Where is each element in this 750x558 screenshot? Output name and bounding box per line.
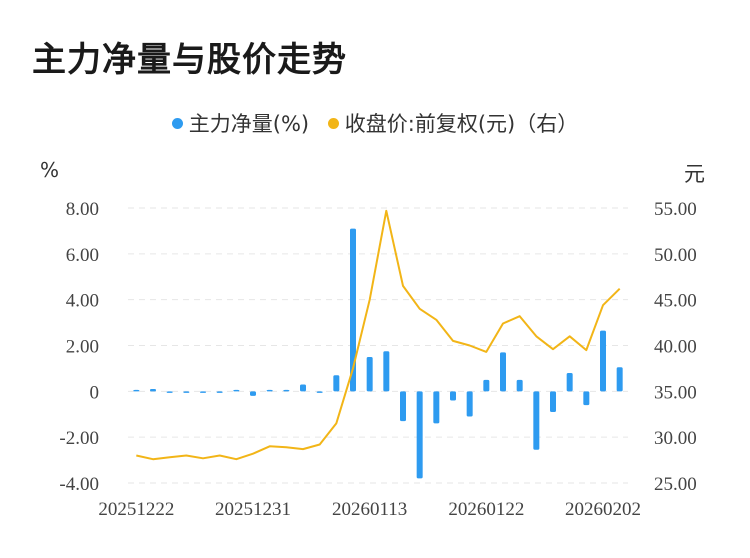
bar [316, 391, 323, 393]
chart-title: 主力净量与股价走势 [32, 40, 347, 80]
y-left-tick-label: 0 [90, 382, 100, 403]
bar [250, 391, 256, 396]
price-line [136, 209, 621, 461]
grid-lines [128, 207, 628, 484]
legend-label: 收盘价:前复权(元)（右） [344, 112, 579, 136]
bar [150, 389, 156, 392]
legend-dot-icon [327, 117, 339, 129]
bar [516, 379, 523, 392]
y-right-tick-label: 40.00 [654, 337, 697, 358]
bar [433, 391, 440, 424]
legend-label: 主力净量(%) [188, 112, 310, 136]
bar [233, 389, 240, 392]
bar [500, 352, 506, 392]
bar [466, 391, 473, 417]
y-left-tick-label: 4.00 [66, 291, 99, 312]
x-tick-label: 20260113 [332, 499, 407, 520]
y-right-tick-label: 35.00 [654, 382, 697, 403]
y-right-tick-label: 25.00 [654, 474, 697, 495]
bar [416, 391, 423, 479]
bar [400, 391, 406, 422]
y-left-tick-label: 6.00 [66, 245, 99, 266]
bar [483, 379, 490, 392]
bar [566, 373, 573, 392]
y-right-tick-label: 45.00 [654, 291, 697, 312]
legend: 主力净量(%) 收盘价:前复权(元)（右） [0, 108, 750, 138]
bar [133, 389, 140, 392]
bar [333, 375, 340, 392]
line-series [136, 209, 621, 461]
y-left-tick-label: 8.00 [66, 199, 99, 220]
x-tick-label: 20251222 [98, 499, 174, 520]
bar [366, 356, 373, 392]
bar [583, 391, 590, 406]
legend-dot-icon [171, 117, 183, 129]
y-left-tick-label: -2.00 [59, 428, 99, 449]
x-tick-label: 20251231 [215, 499, 291, 520]
y-right-tick-label: 55.00 [654, 199, 697, 220]
y-left-tick-label: 2.00 [66, 337, 99, 358]
bar [166, 391, 173, 393]
bar [616, 367, 623, 392]
left-axis-unit: % [40, 158, 60, 182]
bar [533, 391, 540, 450]
bar [183, 391, 190, 393]
bar [283, 389, 290, 392]
x-tick-label: 20260202 [565, 499, 641, 520]
x-tick-label: 20260122 [448, 499, 524, 520]
legend-item-close-price[interactable]: 收盘价:前复权(元)（右） [327, 108, 579, 138]
bar [600, 330, 606, 392]
bar [216, 391, 223, 393]
y-left-tick-label: -4.00 [59, 474, 99, 495]
bar [200, 391, 206, 393]
bar-series [133, 228, 623, 479]
legend-item-main-net[interactable]: 主力净量(%) [171, 108, 310, 138]
bar [350, 228, 356, 392]
bar [550, 391, 556, 412]
axis-ticks: 8.00 55.00 6.00 50.00 4.00 45.00 2.00 40.00 0 35.… [59, 199, 696, 520]
y-right-tick-label: 50.00 [654, 245, 697, 266]
bar [266, 389, 273, 392]
right-axis-unit: 元 [684, 162, 705, 186]
bar [300, 384, 306, 392]
bar [450, 391, 456, 401]
bar [383, 351, 390, 392]
y-right-tick-label: 30.00 [654, 428, 697, 449]
